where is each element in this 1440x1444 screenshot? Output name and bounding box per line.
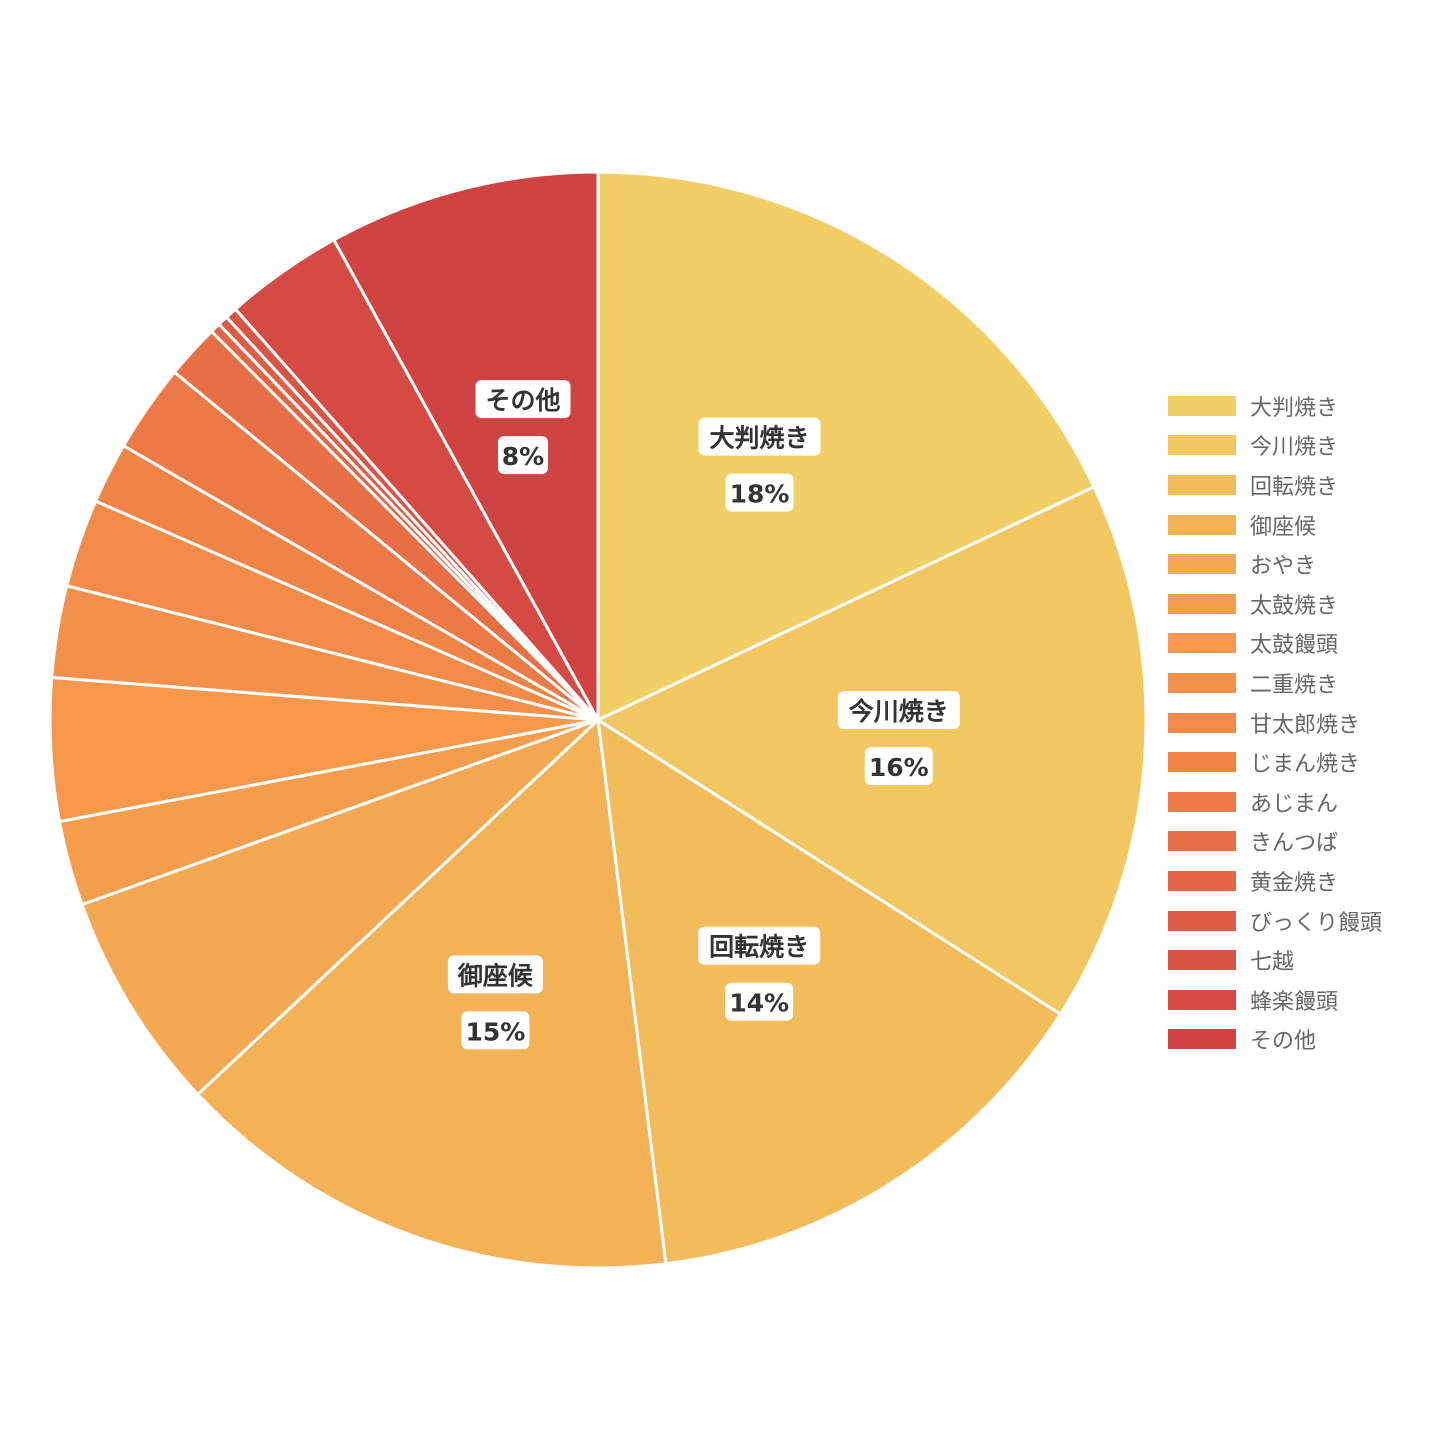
slice-label-box: [447, 955, 543, 994]
slice-percent-label: 18%: [730, 480, 790, 509]
slice-percent-label: 16%: [869, 753, 929, 782]
legend-item[interactable]: あじまん: [1168, 782, 1382, 822]
legend-item[interactable]: 回転焼き: [1168, 465, 1382, 505]
legend-item[interactable]: 黄金焼き: [1168, 861, 1382, 901]
legend-swatch: [1168, 435, 1236, 456]
legend-label: おやき: [1250, 554, 1317, 580]
slice-label-box: [864, 747, 933, 786]
legend-item[interactable]: びっくり饅頭: [1168, 901, 1382, 941]
slice-label-3: 御座候 15%: [447, 955, 543, 1050]
legend-swatch: [1168, 554, 1236, 575]
legend-label: 黄金焼き: [1250, 870, 1339, 896]
legend-label: その他: [1250, 1029, 1317, 1055]
pie-slice-0[interactable]: [596, 170, 1096, 723]
legend-swatch: [1168, 474, 1236, 495]
slice-name-label: 今川焼き: [849, 697, 949, 726]
slice-label-box: [725, 982, 794, 1021]
legend-item[interactable]: 御座候: [1168, 505, 1382, 545]
slice-label-box: [698, 926, 821, 965]
legend-label: 七越: [1250, 950, 1295, 976]
slice-label-16: その他 8%: [475, 380, 571, 475]
chart-legend: 大判焼き今川焼き回転焼き御座候おやき太鼓焼き太鼓饅頭二重焼き甘太郎焼きじまん焼き…: [1168, 386, 1382, 1059]
legend-swatch: [1168, 752, 1236, 773]
legend-label: きんつば: [1250, 831, 1339, 857]
legend-item[interactable]: 今川焼き: [1168, 426, 1382, 466]
legend-item[interactable]: 太鼓饅頭: [1168, 624, 1382, 664]
slice-name-label: 御座候: [457, 961, 534, 990]
slice-percent-label: 15%: [465, 1017, 525, 1046]
pie-slice-16[interactable]: [331, 170, 600, 721]
slice-label-box: [475, 380, 571, 419]
legend-swatch: [1168, 831, 1236, 852]
legend-label: 回転焼き: [1250, 474, 1339, 500]
slice-name-label: 回転焼き: [709, 933, 809, 962]
legend-label: 今川焼き: [1250, 435, 1339, 461]
legend-item[interactable]: 太鼓焼き: [1168, 584, 1382, 624]
slice-name-label: 大判焼き: [710, 424, 810, 453]
legend-item[interactable]: 蜂楽饅頭: [1168, 980, 1382, 1020]
legend-swatch: [1168, 989, 1236, 1010]
legend-item[interactable]: 二重焼き: [1168, 663, 1382, 703]
pie-slice-2[interactable]: [596, 717, 1063, 1266]
legend-label: 太鼓焼き: [1250, 593, 1339, 619]
legend-swatch: [1168, 950, 1236, 971]
legend-item[interactable]: その他: [1168, 1020, 1382, 1060]
legend-swatch: [1168, 633, 1236, 654]
slice-percent-label: 8%: [502, 442, 544, 471]
legend-label: じまん焼き: [1250, 752, 1361, 778]
slice-percent-label: 14%: [729, 989, 789, 1018]
slice-label-0: 大判焼き 18%: [698, 417, 821, 512]
legend-label: びっくり饅頭: [1250, 910, 1383, 936]
slice-name-label: その他: [486, 386, 561, 415]
slice-label-box: [498, 436, 549, 475]
legend-swatch: [1168, 712, 1236, 733]
legend-item[interactable]: 甘太郎焼き: [1168, 703, 1382, 743]
legend-label: 蜂楽饅頭: [1250, 989, 1339, 1015]
legend-label: あじまん: [1250, 791, 1339, 817]
legend-label: 二重焼き: [1250, 672, 1339, 698]
legend-item[interactable]: きんつば: [1168, 822, 1382, 862]
legend-swatch: [1168, 672, 1236, 693]
slice-label-1: 今川焼き 16%: [837, 691, 960, 786]
legend-label: 大判焼き: [1250, 395, 1339, 421]
legend-swatch: [1168, 514, 1236, 535]
legend-item[interactable]: 七越: [1168, 940, 1382, 980]
legend-swatch: [1168, 1029, 1236, 1050]
slice-label-box: [461, 1011, 530, 1050]
legend-item[interactable]: じまん焼き: [1168, 742, 1382, 782]
legend-item[interactable]: おやき: [1168, 544, 1382, 584]
slice-label-box: [837, 691, 960, 730]
legend-label: 太鼓饅頭: [1250, 633, 1339, 659]
legend-item[interactable]: 大判焼き: [1168, 386, 1382, 426]
legend-swatch: [1168, 593, 1236, 614]
legend-label: 御座候: [1250, 514, 1317, 540]
legend-swatch: [1168, 791, 1236, 812]
legend-label: 甘太郎焼き: [1250, 712, 1361, 738]
legend-swatch: [1168, 910, 1236, 931]
slice-label-box: [698, 417, 821, 456]
pie-slice-4[interactable]: [80, 718, 600, 1097]
legend-swatch: [1168, 870, 1236, 891]
legend-swatch: [1168, 395, 1236, 416]
slice-label-2: 回転焼き 14%: [698, 926, 821, 1021]
pie-slice-3[interactable]: [195, 716, 668, 1270]
slice-label-box: [725, 473, 794, 512]
